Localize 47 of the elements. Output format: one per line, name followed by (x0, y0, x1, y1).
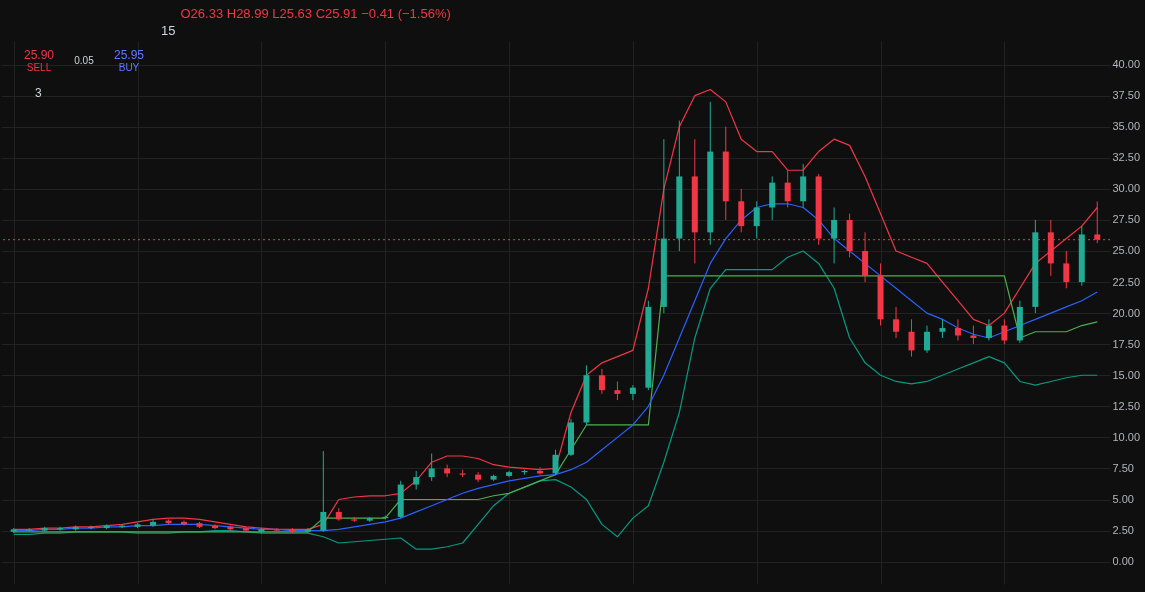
y-tick-label: 20.00 (1112, 306, 1141, 319)
y-tick-label: 7.50 (1112, 461, 1134, 474)
text: 15 (161, 23, 176, 38)
annotation: 25.90 (23, 48, 55, 62)
candlestick (1063, 250, 1070, 289)
y-tick-label: 22.50 (1112, 275, 1141, 288)
candlestick (939, 318, 946, 339)
annotation: 25.95 (113, 48, 145, 62)
candlestick (150, 518, 157, 528)
candlestick (614, 380, 621, 401)
chart-title: O26.33 H28.99 L25.63 C25.91 −0.41 (−1.56%) (180, 6, 451, 21)
y-tick-label: 32.50 (1112, 151, 1141, 164)
y-tick-label: 15.00 (1112, 368, 1141, 381)
candlestick (893, 306, 900, 339)
y-tick-label: 0.00 (1112, 555, 1134, 568)
annotation: BUY (118, 62, 140, 73)
y-tick-label: 30.00 (1112, 182, 1141, 195)
candlestick (1001, 318, 1008, 345)
candlestick (413, 470, 420, 491)
y-tick-label: 12.50 (1112, 399, 1141, 412)
annotation: 0.05 (74, 55, 95, 66)
candlestick (784, 169, 791, 208)
y-tick-label: 25.00 (1112, 244, 1141, 257)
candlestick (970, 325, 977, 345)
candlestick (320, 450, 327, 533)
y-tick-label: 37.50 (1112, 89, 1141, 102)
y-tick-label: 35.00 (1112, 120, 1141, 133)
y-tick-label: 5.00 (1112, 493, 1134, 506)
candlestick (908, 318, 915, 358)
candlestick (831, 207, 838, 264)
y-tick-label: 10.00 (1112, 430, 1141, 443)
candlestick (428, 453, 435, 482)
candlestick (753, 200, 760, 240)
candlestick (923, 325, 930, 354)
y-tick-label: 2.50 (1112, 524, 1134, 537)
annotation: SELL (26, 62, 52, 73)
candlestick (629, 384, 636, 401)
candlestick (985, 318, 992, 341)
candlestick (444, 464, 451, 478)
y-tick-label: 27.50 (1112, 213, 1141, 226)
candlestick (475, 471, 482, 483)
candlestick (598, 368, 605, 395)
y-tick-label: 17.50 (1112, 337, 1141, 350)
candlestick (552, 449, 559, 476)
y-tick-label: 40.00 (1112, 58, 1141, 71)
candlestick (954, 318, 961, 341)
annotation: 3 (35, 86, 42, 100)
